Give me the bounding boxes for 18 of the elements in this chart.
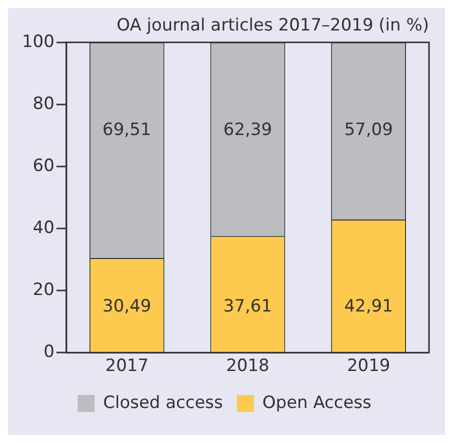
legend-label: Closed access [103,392,224,413]
data-label: 37,61 [223,296,272,317]
x-tick-label: 2019 [346,356,390,376]
legend-label: Open Access [262,392,372,413]
data-label: 57,09 [344,120,393,140]
x-tick-label: 2018 [226,356,270,376]
y-tick-label: 100 [22,32,54,52]
data-label: 30,49 [102,296,152,317]
chart-title: OA journal articles 2017–2019 (in %) [116,16,429,36]
y-tick-label: 40 [32,218,54,238]
y-tick-label: 80 [32,94,54,114]
data-label: 62,39 [223,120,272,140]
x-tick-label: 2017 [105,356,149,376]
y-tick-label: 20 [32,280,54,300]
y-tick-label: 0 [44,342,54,362]
y-tick-label: 60 [32,156,54,176]
data-label: 42,91 [344,296,393,317]
data-label: 69,51 [102,120,152,140]
